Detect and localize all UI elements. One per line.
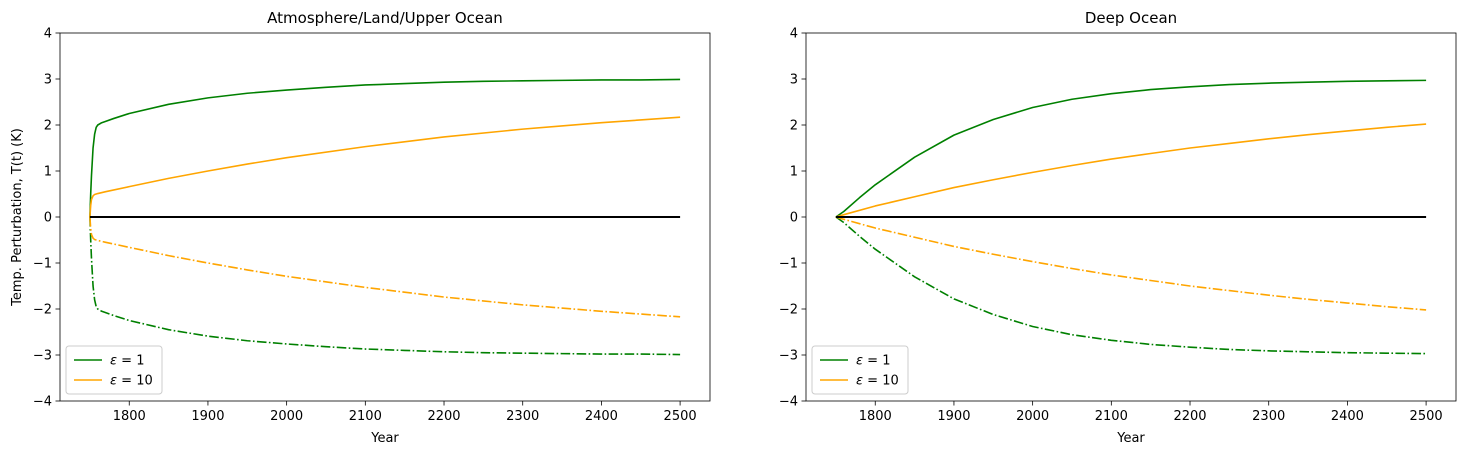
y-tick-label: 2 xyxy=(44,119,52,134)
y-tick-label: −1 xyxy=(779,257,798,272)
legend-label: ε = 1 xyxy=(110,354,144,369)
y-tick-label: 3 xyxy=(790,73,798,88)
y-tick-label: 3 xyxy=(44,73,52,88)
y-tick-label: −3 xyxy=(779,349,798,364)
y-tick-label: 0 xyxy=(790,211,798,226)
y-tick-label: 4 xyxy=(44,27,52,42)
x-axis-label: Year xyxy=(1116,431,1145,446)
y-tick-label: −4 xyxy=(33,395,52,410)
x-tick-label: 2500 xyxy=(1410,409,1443,424)
y-tick-label: −2 xyxy=(33,303,52,318)
x-tick-label: 2000 xyxy=(270,409,303,424)
legend: ε = 1 ε = 10 xyxy=(65,345,163,395)
chart-title: Deep Ocean xyxy=(1085,9,1177,27)
legend-label: ε = 10 xyxy=(856,374,899,389)
chart-panel-2: 1800 1900 2000 2100 2200 2300 2400 2500 −4 −3 −2 −1… xyxy=(779,9,1457,446)
x-tick-label: 1900 xyxy=(191,409,224,424)
series-line-1 xyxy=(89,78,681,218)
chart-title: Atmosphere/Land/Upper Ocean xyxy=(267,9,503,27)
series-line-4 xyxy=(835,216,1427,311)
y-tick-label: 1 xyxy=(44,165,52,180)
x-tick-label: 2000 xyxy=(1016,409,1049,424)
series-line-4 xyxy=(89,216,681,318)
x-tick-label: 2400 xyxy=(1331,409,1364,424)
x-tick-label: 2200 xyxy=(1173,409,1206,424)
x-axis-label: Year xyxy=(370,431,399,446)
x-tick-label: 1800 xyxy=(859,409,892,424)
y-tick-label: 1 xyxy=(790,165,798,180)
y-tick-label: −4 xyxy=(779,395,798,410)
series-line-3 xyxy=(89,116,681,218)
x-tick-label: 2100 xyxy=(349,409,382,424)
y-tick-label: 4 xyxy=(790,27,798,42)
y-tick-label: −1 xyxy=(33,257,52,272)
x-tick-label: 2300 xyxy=(1252,409,1285,424)
x-tick-label: 2500 xyxy=(664,409,697,424)
legend-box xyxy=(65,345,163,395)
y-tick-label: −3 xyxy=(33,349,52,364)
legend-label: ε = 1 xyxy=(856,354,890,369)
plot-area xyxy=(89,78,681,356)
series-line-3 xyxy=(835,123,1427,218)
legend-label: ε = 10 xyxy=(110,374,153,389)
x-tick-label: 2200 xyxy=(427,409,460,424)
x-tick-label: 2300 xyxy=(506,409,539,424)
series-line-1 xyxy=(835,79,1427,218)
x-tick-label: 1800 xyxy=(113,409,146,424)
series-line-2 xyxy=(89,216,681,356)
plot-area xyxy=(835,79,1427,355)
y-axis-label: Temp. Perturbation, T(t) (K) xyxy=(10,128,25,307)
chart-panel-1: 1800 1900 2000 2100 2200 2300 2400 2500 −4 −3 −2 −1… xyxy=(10,9,711,446)
legend: ε = 1 ε = 10 xyxy=(811,345,909,395)
x-tick-label: 2100 xyxy=(1095,409,1128,424)
y-tick-label: −2 xyxy=(779,303,798,318)
x-tick-label: 2400 xyxy=(585,409,618,424)
x-tick-label: 1900 xyxy=(937,409,970,424)
legend-box xyxy=(811,345,909,395)
y-tick-label: 0 xyxy=(44,211,52,226)
y-tick-label: 2 xyxy=(790,119,798,134)
